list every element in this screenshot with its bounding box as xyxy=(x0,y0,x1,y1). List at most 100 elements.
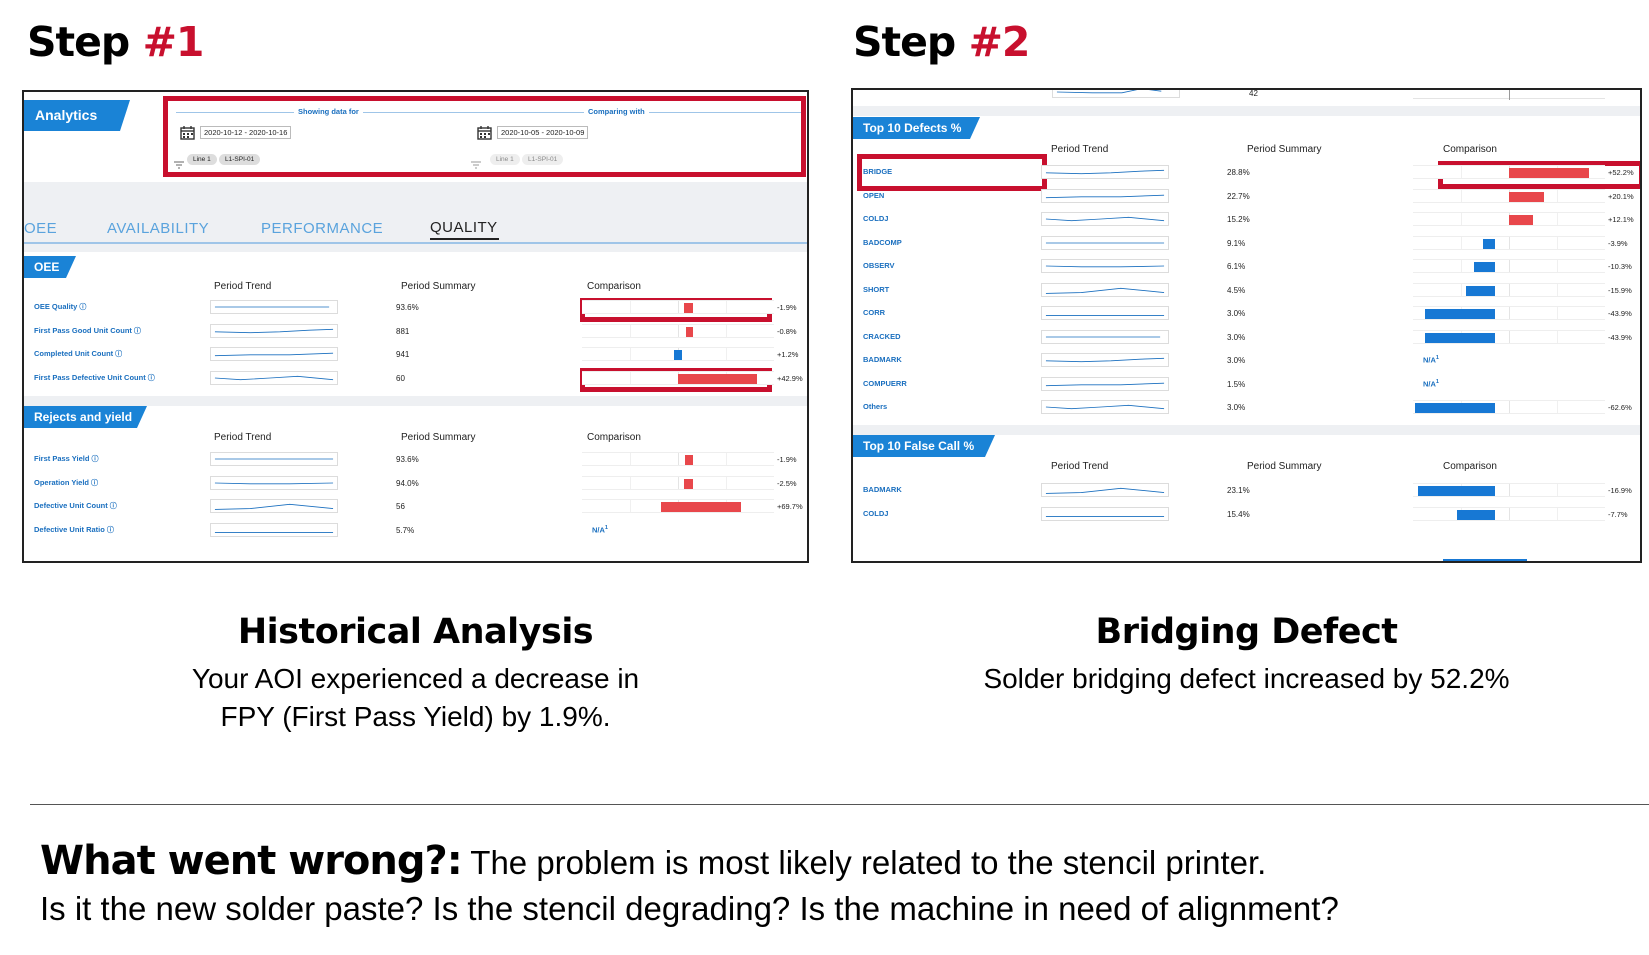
calendar-icon[interactable] xyxy=(180,125,195,145)
row-label-corr[interactable]: CORR xyxy=(863,308,886,317)
comparison-bar xyxy=(1509,215,1533,225)
row-label-badmark[interactable]: BADMARK xyxy=(863,355,902,364)
info-icon[interactable]: ⓘ xyxy=(147,374,155,382)
info-icon[interactable]: ⓘ xyxy=(79,304,87,311)
comparison-bar xyxy=(673,350,682,360)
comparison-value: -43.9% xyxy=(1608,309,1632,318)
comparison-bar xyxy=(1415,403,1495,413)
row-label-compuerr[interactable]: COMPUERR xyxy=(863,378,907,388)
trend-sparkline xyxy=(210,452,338,466)
row-label-coldj[interactable]: COLDJ xyxy=(863,214,889,223)
trend-sparkline xyxy=(1041,282,1169,297)
na-footnote: 1 xyxy=(1435,355,1439,361)
comparison-track xyxy=(1413,400,1605,414)
comparison-value: -1.9% xyxy=(777,455,797,464)
comparison-value: +12.1% xyxy=(1608,215,1634,224)
info-icon[interactable]: ⓘ xyxy=(109,503,117,510)
partial-summary: 42 xyxy=(1249,89,1258,98)
row-label-defective-unit-ratio[interactable]: Defective Unit Ratio ⓘ xyxy=(34,524,114,534)
row-label-oee-quality[interactable]: OEE Quality ⓘ xyxy=(34,302,87,311)
tab-availability[interactable]: AVAILABILITY xyxy=(107,220,210,237)
tab-performance[interactable]: PERFORMANCE xyxy=(261,220,384,237)
comparison-track xyxy=(582,370,774,385)
comparison-track xyxy=(1413,235,1605,250)
row-label-short[interactable]: SHORT xyxy=(863,284,890,294)
comparison-value: -62.6% xyxy=(1608,403,1632,412)
top-defects-ribbon: Top 10 Defects % xyxy=(853,117,980,139)
row-label-badmark[interactable]: BADMARK xyxy=(863,485,902,494)
trend-sparkline xyxy=(1041,306,1169,320)
tab-oee[interactable]: OEE xyxy=(24,220,58,237)
period-summary-value: 9.1% xyxy=(1227,238,1246,248)
comparison-track xyxy=(582,452,774,466)
row-label-observ[interactable]: OBSERV xyxy=(863,261,895,270)
compare-filter-tag-device[interactable]: L1-SPI-01 xyxy=(522,154,564,165)
row-label-others[interactable]: Others xyxy=(863,402,888,411)
comparison-track xyxy=(1413,188,1605,203)
row-label-first-pass-defective-unit-count[interactable]: First Pass Defective Unit Count ⓘ xyxy=(34,372,155,382)
comparison-bar xyxy=(683,303,693,313)
comparison-track xyxy=(1413,212,1605,226)
filter-icon[interactable] xyxy=(174,156,184,174)
row-label-bridge[interactable]: BRIDGE xyxy=(863,167,893,176)
comparison-track xyxy=(1413,483,1605,497)
trend-sparkline xyxy=(1041,329,1169,344)
comparing-with-label: Comparing with xyxy=(584,107,649,116)
comparison-track xyxy=(1413,282,1605,297)
row-label-open[interactable]: OPEN xyxy=(863,190,885,200)
period-summary-value: 93.6% xyxy=(396,303,419,312)
rejects-ribbon: Rejects and yield xyxy=(24,406,147,428)
filter-tag-line[interactable]: Line 1 xyxy=(187,154,217,165)
period-summary-value: 3.0% xyxy=(1227,332,1246,342)
info-icon[interactable]: ⓘ xyxy=(91,479,99,487)
comparison-value: -7.7% xyxy=(1608,509,1628,519)
row-label-cracked[interactable]: CRACKED xyxy=(863,331,901,341)
period-summary-value: 3.0% xyxy=(1227,309,1246,318)
period-summary-value: 93.6% xyxy=(396,455,419,464)
trend-sparkline xyxy=(210,499,338,513)
info-icon[interactable]: ⓘ xyxy=(115,351,123,358)
conclusion-line1-text: The problem is most likely related to th… xyxy=(461,844,1267,881)
divider xyxy=(30,804,1649,805)
comparison-bar xyxy=(678,373,757,384)
filter-tag-device[interactable]: L1-SPI-01 xyxy=(219,154,261,165)
comparing-date-range-input[interactable]: 2020-10-05 - 2020-10-09 xyxy=(497,126,589,139)
period-summary-value: 15.4% xyxy=(1227,509,1250,519)
step2-title-prefix: Step xyxy=(853,18,956,66)
rejects-col-comparison: Comparison xyxy=(587,432,641,443)
info-icon[interactable]: ⓘ xyxy=(133,327,141,335)
row-label-first-pass-good-unit-count[interactable]: First Pass Good Unit Count ⓘ xyxy=(34,325,141,335)
trend-sparkline xyxy=(1041,188,1169,203)
oee-col-comparison: Comparison xyxy=(587,281,641,292)
info-icon[interactable]: ⓘ xyxy=(91,456,99,463)
comparison-value: -2.5% xyxy=(777,478,797,488)
calendar-icon[interactable] xyxy=(477,125,492,145)
comparison-track xyxy=(582,475,774,490)
filter-icon[interactable] xyxy=(471,156,481,174)
trend-sparkline xyxy=(1041,212,1169,226)
step2-title-number: #2 xyxy=(968,18,1031,66)
compare-filter-tag-line[interactable]: Line 1 xyxy=(490,154,520,165)
row-label-badcomp[interactable]: BADCOMP xyxy=(863,237,902,247)
row-label-coldj[interactable]: COLDJ xyxy=(863,508,889,518)
partial-comparison-tick xyxy=(1509,90,1510,100)
comparison-track xyxy=(1413,329,1605,344)
tabs-band xyxy=(24,182,807,252)
step1-title: Step #1 xyxy=(27,18,204,66)
row-label-operation-yield[interactable]: Operation Yield ⓘ xyxy=(34,477,99,487)
row-label-completed-unit-count[interactable]: Completed Unit Count ⓘ xyxy=(34,349,123,358)
trend-sparkline xyxy=(210,522,338,537)
trend-sparkline xyxy=(210,347,338,361)
comparison-value: +69.7% xyxy=(777,502,803,511)
period-summary-value: 941 xyxy=(396,350,410,359)
row-label-first-pass-yield[interactable]: First Pass Yield ⓘ xyxy=(34,454,99,463)
showing-date-range-input[interactable]: 2020-10-12 - 2020-10-16 xyxy=(200,126,292,139)
step2-screenshot: 42 Top 10 Defects % Period Trend Period … xyxy=(851,88,1642,563)
tab-quality[interactable]: QUALITY xyxy=(430,219,498,236)
partial-bar xyxy=(1443,559,1527,561)
trend-sparkline xyxy=(1041,376,1169,391)
tabs-rule xyxy=(24,242,807,244)
info-icon[interactable]: ⓘ xyxy=(106,526,114,534)
row-label-defective-unit-count[interactable]: Defective Unit Count ⓘ xyxy=(34,501,117,510)
analytics-ribbon: Analytics xyxy=(24,100,130,131)
